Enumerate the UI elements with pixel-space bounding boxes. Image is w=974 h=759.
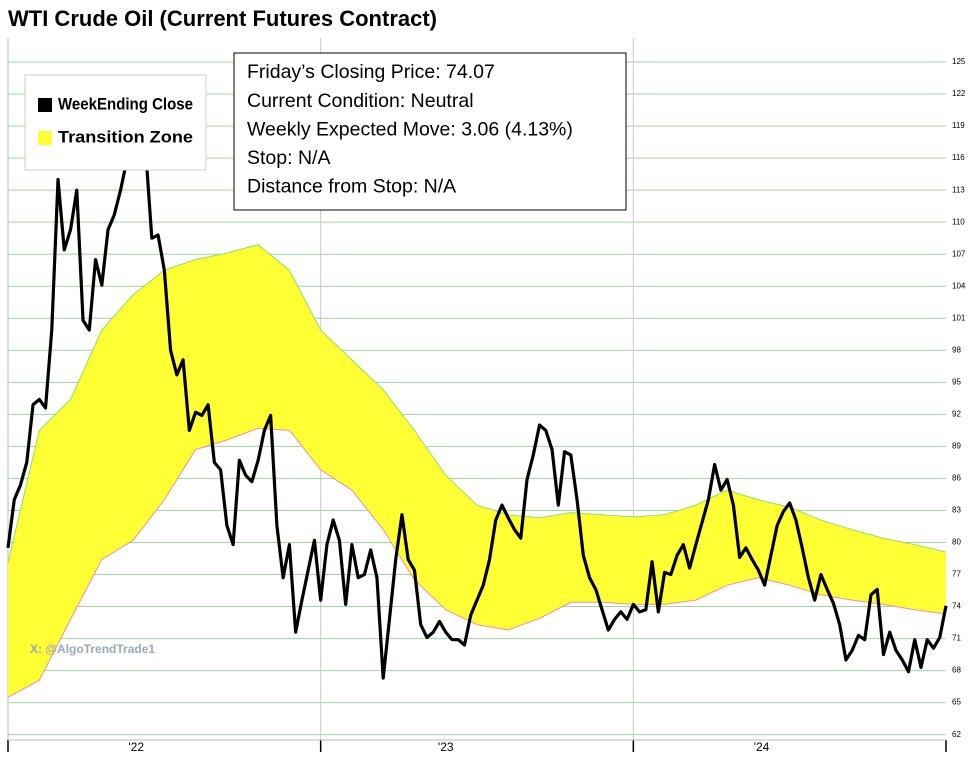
info-line: Friday’s Closing Price: 74.07 (247, 61, 495, 83)
y-tick-label: 95 (952, 377, 961, 386)
y-tick-label: 74 (952, 602, 961, 611)
y-tick-label: 119 (952, 121, 965, 130)
chart-title: WTI Crude Oil (Current Futures Contract) (8, 6, 437, 31)
y-tick-label: 89 (952, 441, 961, 450)
y-tick-label: 77 (952, 570, 961, 579)
y-tick-label: 107 (952, 249, 966, 258)
y-tick-label: 68 (952, 666, 961, 675)
y-tick-label: 62 (952, 730, 961, 739)
y-tick-label: 92 (952, 409, 961, 418)
y-tick-label: 122 (952, 89, 966, 98)
y-tick-label: 104 (952, 281, 966, 290)
info-box-frame (233, 52, 627, 211)
transition-zone (8, 244, 946, 698)
legend-box (24, 74, 207, 171)
info-line: Stop: N/A (247, 147, 330, 169)
y-tick-label: 65 (952, 698, 961, 707)
y-tick-label: 71 (952, 634, 961, 643)
y-tick-label: 80 (952, 538, 961, 547)
info-line: Distance from Stop: N/A (247, 176, 456, 198)
legend-label: Transition Zone (58, 127, 193, 146)
info-box: Friday’s Closing Price: 74.07 Current Con… (233, 52, 627, 211)
y-tick-label: 86 (952, 474, 961, 483)
close-line (6, 110, 948, 680)
x-tick-label: '24 (754, 740, 770, 754)
y-tick-label: 83 (952, 506, 961, 515)
y-tick-label: 110 (952, 217, 965, 226)
info-line: Weekly Expected Move: 3.06 (4.13%) (247, 118, 573, 140)
x-tick-label: '22 (128, 740, 144, 754)
y-tick-label: 98 (952, 345, 961, 354)
legend-swatch (38, 98, 52, 112)
y-tick-label: 101 (952, 313, 966, 322)
legend-swatch (38, 131, 52, 145)
y-tick-label: 116 (952, 153, 965, 162)
info-line: Current Condition: Neutral (247, 90, 474, 112)
legend-label: WeekEnding Close (58, 94, 193, 113)
y-tick-label: 113 (952, 185, 965, 194)
y-tick-label: 125 (952, 57, 966, 66)
legend: WeekEnding Close Transition Zone (24, 74, 207, 171)
watermark: X: @AlgoTrendTrade1 (30, 642, 155, 656)
x-tick-label: '23 (438, 740, 454, 754)
zone-lower-edge (7, 427, 947, 698)
